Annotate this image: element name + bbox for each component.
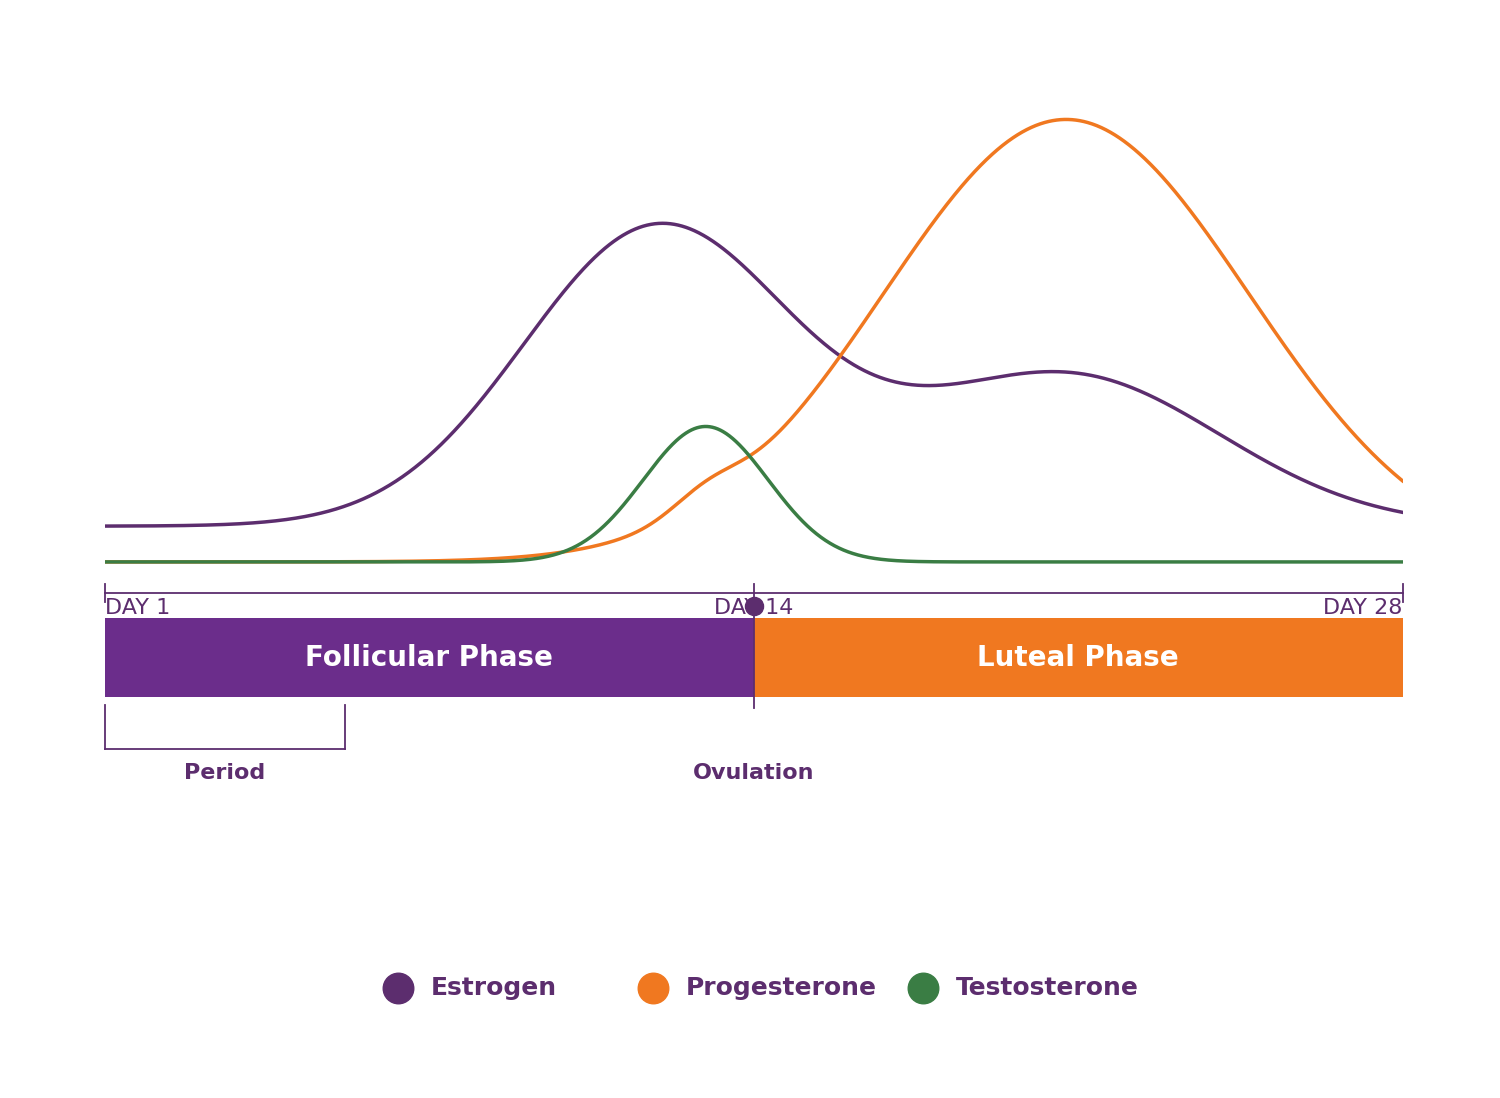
Text: DAY 14: DAY 14 xyxy=(714,598,794,618)
Text: Ovulation: Ovulation xyxy=(693,763,814,783)
Text: Estrogen: Estrogen xyxy=(430,976,556,1000)
Text: Progesterone: Progesterone xyxy=(686,976,876,1000)
Text: Luteal Phase: Luteal Phase xyxy=(978,643,1179,672)
Text: Testosterone: Testosterone xyxy=(956,976,1138,1000)
Text: DAY 1: DAY 1 xyxy=(105,598,170,618)
Text: Follicular Phase: Follicular Phase xyxy=(306,643,554,672)
Text: Period: Period xyxy=(184,763,266,783)
Text: DAY 28: DAY 28 xyxy=(1323,598,1402,618)
